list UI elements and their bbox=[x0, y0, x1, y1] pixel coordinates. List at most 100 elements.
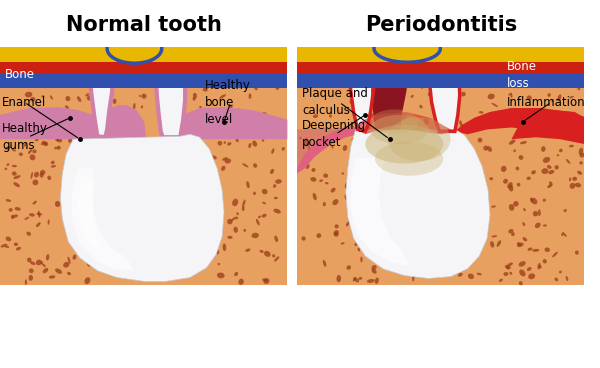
Ellipse shape bbox=[563, 233, 567, 237]
Ellipse shape bbox=[471, 62, 475, 67]
Ellipse shape bbox=[313, 193, 317, 200]
Ellipse shape bbox=[535, 223, 541, 228]
Ellipse shape bbox=[518, 261, 526, 267]
Ellipse shape bbox=[136, 121, 138, 127]
Ellipse shape bbox=[411, 190, 415, 197]
Ellipse shape bbox=[503, 272, 508, 276]
Ellipse shape bbox=[24, 142, 27, 147]
Ellipse shape bbox=[40, 261, 43, 264]
Ellipse shape bbox=[166, 96, 168, 100]
Ellipse shape bbox=[25, 279, 27, 285]
Ellipse shape bbox=[49, 275, 55, 279]
Ellipse shape bbox=[222, 117, 226, 121]
Ellipse shape bbox=[469, 208, 473, 212]
Ellipse shape bbox=[150, 63, 155, 68]
Ellipse shape bbox=[542, 259, 547, 263]
Ellipse shape bbox=[76, 125, 79, 130]
Text: Healthy
gums: Healthy gums bbox=[2, 122, 48, 152]
Text: Plaque and
calculus: Plaque and calculus bbox=[302, 87, 368, 117]
Ellipse shape bbox=[373, 161, 379, 166]
Ellipse shape bbox=[358, 155, 363, 160]
Ellipse shape bbox=[272, 254, 275, 258]
Ellipse shape bbox=[93, 129, 95, 132]
Ellipse shape bbox=[413, 184, 418, 189]
Ellipse shape bbox=[563, 81, 569, 87]
Ellipse shape bbox=[308, 146, 310, 151]
Ellipse shape bbox=[27, 258, 32, 262]
Ellipse shape bbox=[88, 167, 91, 173]
Ellipse shape bbox=[575, 251, 579, 255]
Ellipse shape bbox=[35, 117, 40, 123]
Ellipse shape bbox=[365, 78, 368, 81]
Ellipse shape bbox=[313, 114, 318, 118]
Ellipse shape bbox=[40, 172, 44, 178]
Ellipse shape bbox=[212, 189, 216, 196]
Ellipse shape bbox=[248, 143, 251, 148]
Ellipse shape bbox=[447, 148, 452, 153]
Ellipse shape bbox=[548, 170, 554, 174]
Ellipse shape bbox=[478, 195, 482, 199]
Polygon shape bbox=[297, 127, 358, 173]
Ellipse shape bbox=[547, 93, 551, 97]
Ellipse shape bbox=[230, 74, 232, 78]
Ellipse shape bbox=[203, 207, 206, 212]
Ellipse shape bbox=[179, 110, 185, 116]
Ellipse shape bbox=[393, 220, 396, 223]
Ellipse shape bbox=[459, 120, 463, 127]
Ellipse shape bbox=[557, 94, 562, 102]
Bar bbox=[297, 62, 584, 76]
Ellipse shape bbox=[371, 188, 374, 193]
Ellipse shape bbox=[134, 223, 139, 225]
Ellipse shape bbox=[332, 199, 338, 205]
Ellipse shape bbox=[133, 103, 136, 110]
Ellipse shape bbox=[14, 207, 21, 210]
Polygon shape bbox=[358, 112, 455, 134]
Ellipse shape bbox=[422, 74, 427, 78]
Ellipse shape bbox=[211, 155, 217, 159]
Ellipse shape bbox=[199, 106, 202, 108]
Ellipse shape bbox=[547, 184, 552, 188]
Ellipse shape bbox=[197, 167, 202, 173]
Ellipse shape bbox=[187, 179, 190, 186]
Ellipse shape bbox=[533, 211, 538, 216]
Ellipse shape bbox=[131, 165, 137, 170]
Bar bbox=[297, 74, 584, 88]
Ellipse shape bbox=[172, 251, 175, 254]
Ellipse shape bbox=[375, 142, 443, 176]
Ellipse shape bbox=[331, 188, 335, 192]
Ellipse shape bbox=[580, 161, 583, 164]
Ellipse shape bbox=[116, 221, 119, 226]
Ellipse shape bbox=[479, 63, 482, 68]
Ellipse shape bbox=[559, 149, 563, 152]
Ellipse shape bbox=[319, 74, 325, 82]
Ellipse shape bbox=[432, 256, 434, 260]
Ellipse shape bbox=[89, 151, 92, 155]
Ellipse shape bbox=[511, 120, 518, 124]
Ellipse shape bbox=[371, 269, 377, 274]
Ellipse shape bbox=[13, 175, 21, 179]
Ellipse shape bbox=[139, 247, 143, 251]
Ellipse shape bbox=[507, 182, 512, 189]
Ellipse shape bbox=[433, 139, 437, 144]
Ellipse shape bbox=[509, 185, 514, 191]
Ellipse shape bbox=[523, 222, 526, 226]
Ellipse shape bbox=[430, 245, 433, 248]
Bar bbox=[297, 47, 584, 64]
Ellipse shape bbox=[111, 169, 116, 176]
Polygon shape bbox=[350, 157, 409, 266]
Ellipse shape bbox=[473, 228, 478, 234]
Polygon shape bbox=[350, 46, 375, 131]
Polygon shape bbox=[430, 47, 460, 131]
Ellipse shape bbox=[49, 77, 52, 81]
Ellipse shape bbox=[264, 251, 271, 257]
Ellipse shape bbox=[334, 232, 339, 237]
Ellipse shape bbox=[341, 172, 344, 174]
Ellipse shape bbox=[139, 199, 142, 204]
Ellipse shape bbox=[367, 279, 374, 283]
Ellipse shape bbox=[34, 172, 39, 177]
Ellipse shape bbox=[364, 148, 368, 151]
Ellipse shape bbox=[128, 250, 131, 255]
Ellipse shape bbox=[236, 139, 239, 142]
Ellipse shape bbox=[543, 224, 547, 227]
Ellipse shape bbox=[40, 170, 46, 175]
